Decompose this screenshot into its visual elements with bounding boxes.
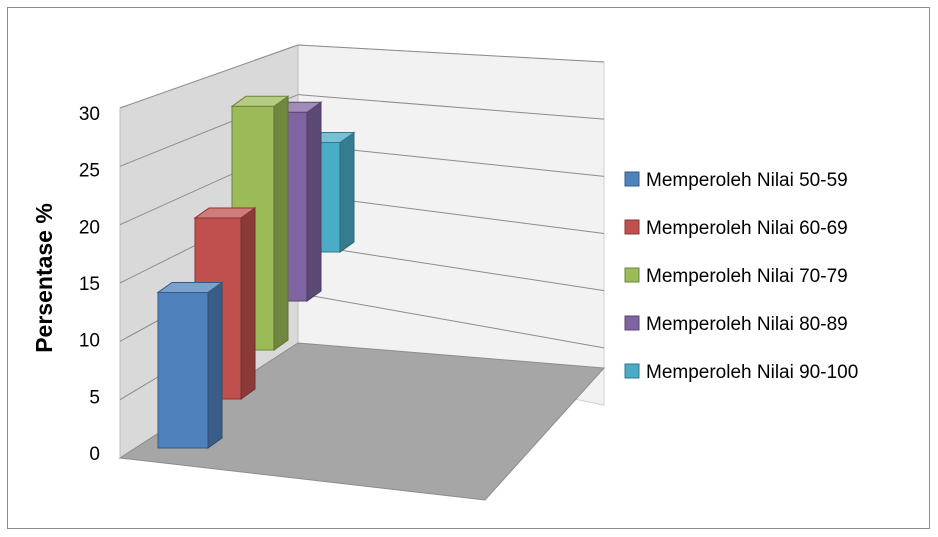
y-tick-label: 15 <box>79 274 100 295</box>
legend-label: Memperoleh Nilai 70-79 <box>646 266 848 287</box>
bar-top-face <box>230 95 290 107</box>
legend-label: Memperoleh Nilai 60-69 <box>646 218 848 239</box>
legend-swatch <box>624 315 640 331</box>
legend-label: Memperoleh Nilai 50-59 <box>646 170 848 191</box>
legend-swatch <box>624 363 640 379</box>
gridline-back <box>297 292 605 349</box>
gridline-back <box>297 44 605 63</box>
bar-side-face <box>240 206 256 400</box>
gridline-back <box>297 243 605 292</box>
y-axis-label: Persentase % <box>31 203 57 353</box>
bar-side-face <box>306 101 322 302</box>
y-axis-ticks: 0 5 10 15 20 25 30 <box>79 104 100 465</box>
legend-item: Memperoleh Nilai 50-59 <box>624 170 848 191</box>
bar-side-face <box>273 95 289 351</box>
bar-side-face <box>339 131 355 253</box>
legend-item: Memperoleh Nilai 80-89 <box>624 314 848 335</box>
chart-3d-bar: 0 5 10 15 20 25 30 Persentase % Memperoleh Nil… <box>31 44 858 501</box>
bar-1 <box>156 281 224 449</box>
bar-side-face <box>207 281 223 449</box>
y-tick-label: 30 <box>79 104 100 125</box>
bars <box>156 95 356 449</box>
legend-item: Memperoleh Nilai 70-79 <box>624 266 848 287</box>
legend-swatch <box>624 171 640 187</box>
bar-top-face <box>156 281 224 293</box>
gridline-side <box>119 44 299 109</box>
legend-label: Memperoleh Nilai 90-100 <box>646 362 858 383</box>
legend-item: Memperoleh Nilai 90-100 <box>624 362 858 383</box>
y-tick-label: 5 <box>89 387 100 408</box>
chart-frame: 0 5 10 15 20 25 30 Persentase % Memperoleh Nil… <box>7 7 930 529</box>
legend-label: Memperoleh Nilai 80-89 <box>646 314 848 335</box>
y-tick-label: 25 <box>79 161 100 182</box>
legend-swatch <box>624 219 640 235</box>
legend-swatch <box>624 267 640 283</box>
y-tick-label: 10 <box>79 331 100 352</box>
y-tick-label: 20 <box>79 217 100 238</box>
legend-item: Memperoleh Nilai 60-69 <box>624 218 848 239</box>
bar-top-face <box>193 207 257 219</box>
legend: Memperoleh Nilai 50-59 Memperoleh Nilai 6… <box>624 170 858 383</box>
bar-front-face <box>157 291 209 449</box>
gridline-back <box>297 94 605 120</box>
y-tick-label: 0 <box>89 444 100 465</box>
